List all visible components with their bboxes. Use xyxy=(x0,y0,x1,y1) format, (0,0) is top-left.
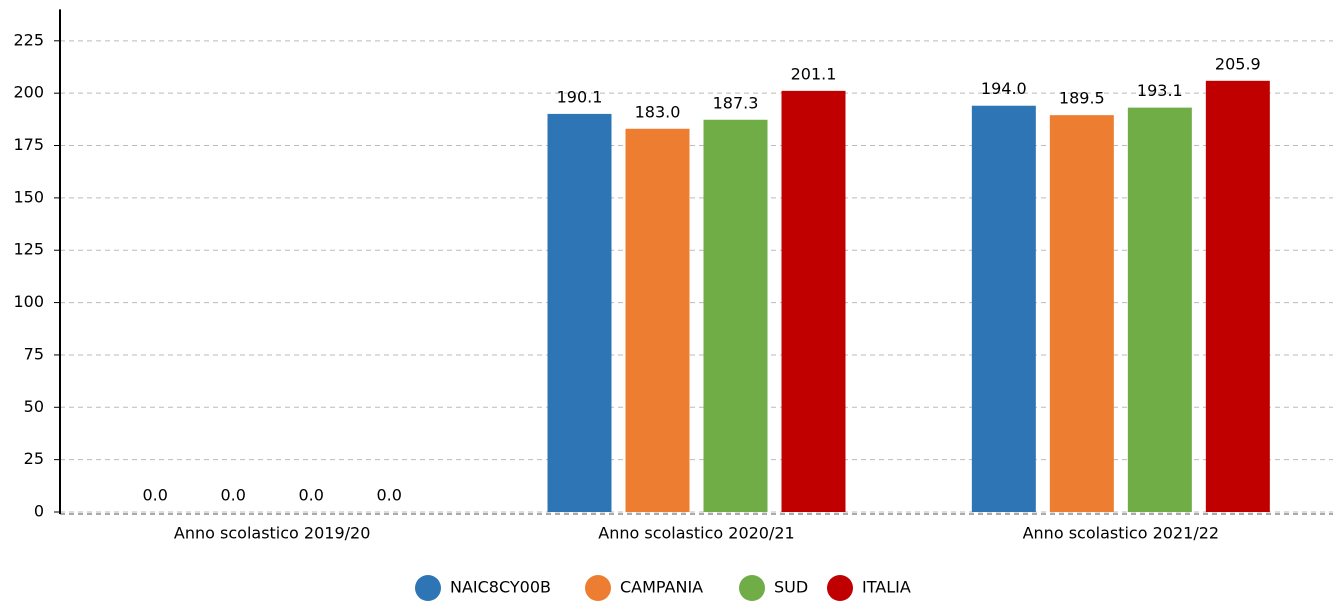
data-label: 189.5 xyxy=(1059,89,1105,108)
legend-marker xyxy=(739,575,765,601)
y-tick-label: 175 xyxy=(13,135,44,154)
y-tick-label: 75 xyxy=(24,344,44,363)
legend-label: CAMPANIA xyxy=(620,578,703,597)
legend-marker xyxy=(827,575,853,601)
data-label: 193.1 xyxy=(1137,81,1183,100)
y-tick-label: 100 xyxy=(13,292,44,311)
y-tick-label: 50 xyxy=(24,397,44,416)
y-tick-label: 125 xyxy=(13,240,44,259)
bar xyxy=(971,105,1036,513)
data-label: 183.0 xyxy=(635,102,681,121)
data-label: 187.3 xyxy=(713,93,759,112)
y-tick-label: 200 xyxy=(13,83,44,102)
legend-marker xyxy=(415,575,441,601)
data-label: 0.0 xyxy=(298,486,323,505)
bar xyxy=(1127,107,1192,512)
data-label: 201.1 xyxy=(791,64,837,83)
bar xyxy=(781,90,846,512)
data-label: 0.0 xyxy=(142,486,167,505)
legend-marker xyxy=(585,575,611,601)
bar xyxy=(1049,115,1114,512)
y-tick-label: 225 xyxy=(13,30,44,49)
bar xyxy=(703,119,768,513)
y-tick-label: 0 xyxy=(34,502,44,521)
bar xyxy=(1205,80,1270,512)
data-label: 0.0 xyxy=(220,486,245,505)
y-tick-label: 150 xyxy=(13,187,44,206)
y-tick-label: 25 xyxy=(24,449,44,468)
legend-label: ITALIA xyxy=(862,578,911,597)
legend-label: SUD xyxy=(774,578,808,597)
legend-label: NAIC8CY00B xyxy=(450,578,551,597)
x-tick-label: Anno scolastico 2019/20 xyxy=(174,524,370,543)
x-tick-label: Anno scolastico 2021/22 xyxy=(1023,524,1219,543)
data-label: 0.0 xyxy=(376,486,401,505)
x-tick-label: Anno scolastico 2020/21 xyxy=(598,524,794,543)
bar xyxy=(625,128,690,512)
data-label: 194.0 xyxy=(981,79,1027,98)
bar xyxy=(547,113,612,512)
data-label: 190.1 xyxy=(557,87,603,106)
data-label: 205.9 xyxy=(1215,54,1261,73)
